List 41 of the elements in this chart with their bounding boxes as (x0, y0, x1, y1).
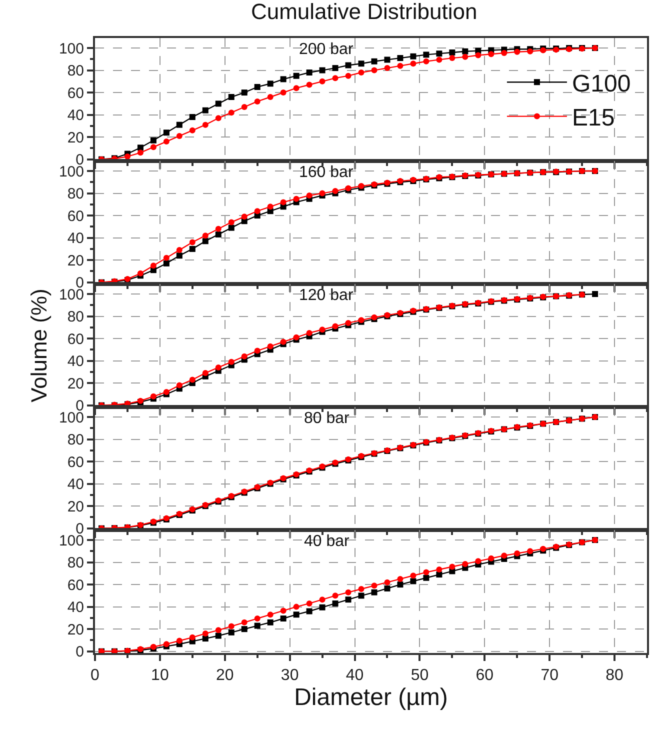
y-tick-label: 80 (67, 554, 84, 572)
x-tick-label: 20 (216, 667, 234, 684)
y-tick-label: 60 (67, 576, 84, 594)
annotation: 40 bar (304, 533, 350, 550)
y-tick-label: 20 (67, 375, 84, 392)
annotation: 120 bar (299, 287, 354, 304)
annotation: 200 bar (299, 41, 354, 58)
y-tick-label: 60 (67, 84, 84, 102)
y-tick-label: 20 (67, 621, 84, 638)
annotation: 160 bar (299, 164, 354, 181)
x-tick-label: 80 (606, 667, 624, 684)
y-tick-label: 80 (67, 432, 84, 449)
legend-label: E15 (572, 104, 615, 132)
y-tick-label: 40 (67, 107, 84, 124)
x-tick-label: 30 (280, 667, 299, 684)
x-axis-title: Diameter (µm) (294, 684, 448, 712)
annotation: 80 bar (304, 410, 350, 427)
x-tick-label: 50 (410, 667, 429, 684)
x-tick-label: 60 (476, 667, 494, 684)
y-tick-label: 60 (67, 208, 84, 225)
y-tick-label: 20 (67, 129, 84, 146)
y-tick-label: 40 (67, 230, 84, 248)
y-tick-label: 80 (67, 62, 84, 80)
y-tick-label: 40 (67, 599, 84, 616)
y-tick-label: 60 (67, 454, 84, 471)
y-tick-label: 20 (67, 498, 84, 516)
y-tick-label: 40 (67, 476, 84, 494)
y-tick-label: 80 (67, 308, 84, 326)
x-tick-label: 10 (151, 667, 169, 684)
legend-label: G100 (572, 70, 631, 98)
y-tick-label: 60 (67, 330, 84, 348)
y-tick-label: 40 (67, 353, 84, 370)
y-axis-title: Volume (%) (26, 288, 52, 402)
y-tick-label: 80 (67, 186, 84, 203)
x-tick-label: 70 (540, 667, 559, 684)
x-tick-label: 0 (90, 667, 100, 684)
chart-title: Cumulative Distribution (251, 0, 478, 24)
y-tick-label: 20 (67, 252, 84, 270)
x-tick-label: 40 (346, 667, 364, 684)
y-tick-label: 0 (76, 644, 84, 661)
y-tick-label: 100 (58, 40, 84, 58)
